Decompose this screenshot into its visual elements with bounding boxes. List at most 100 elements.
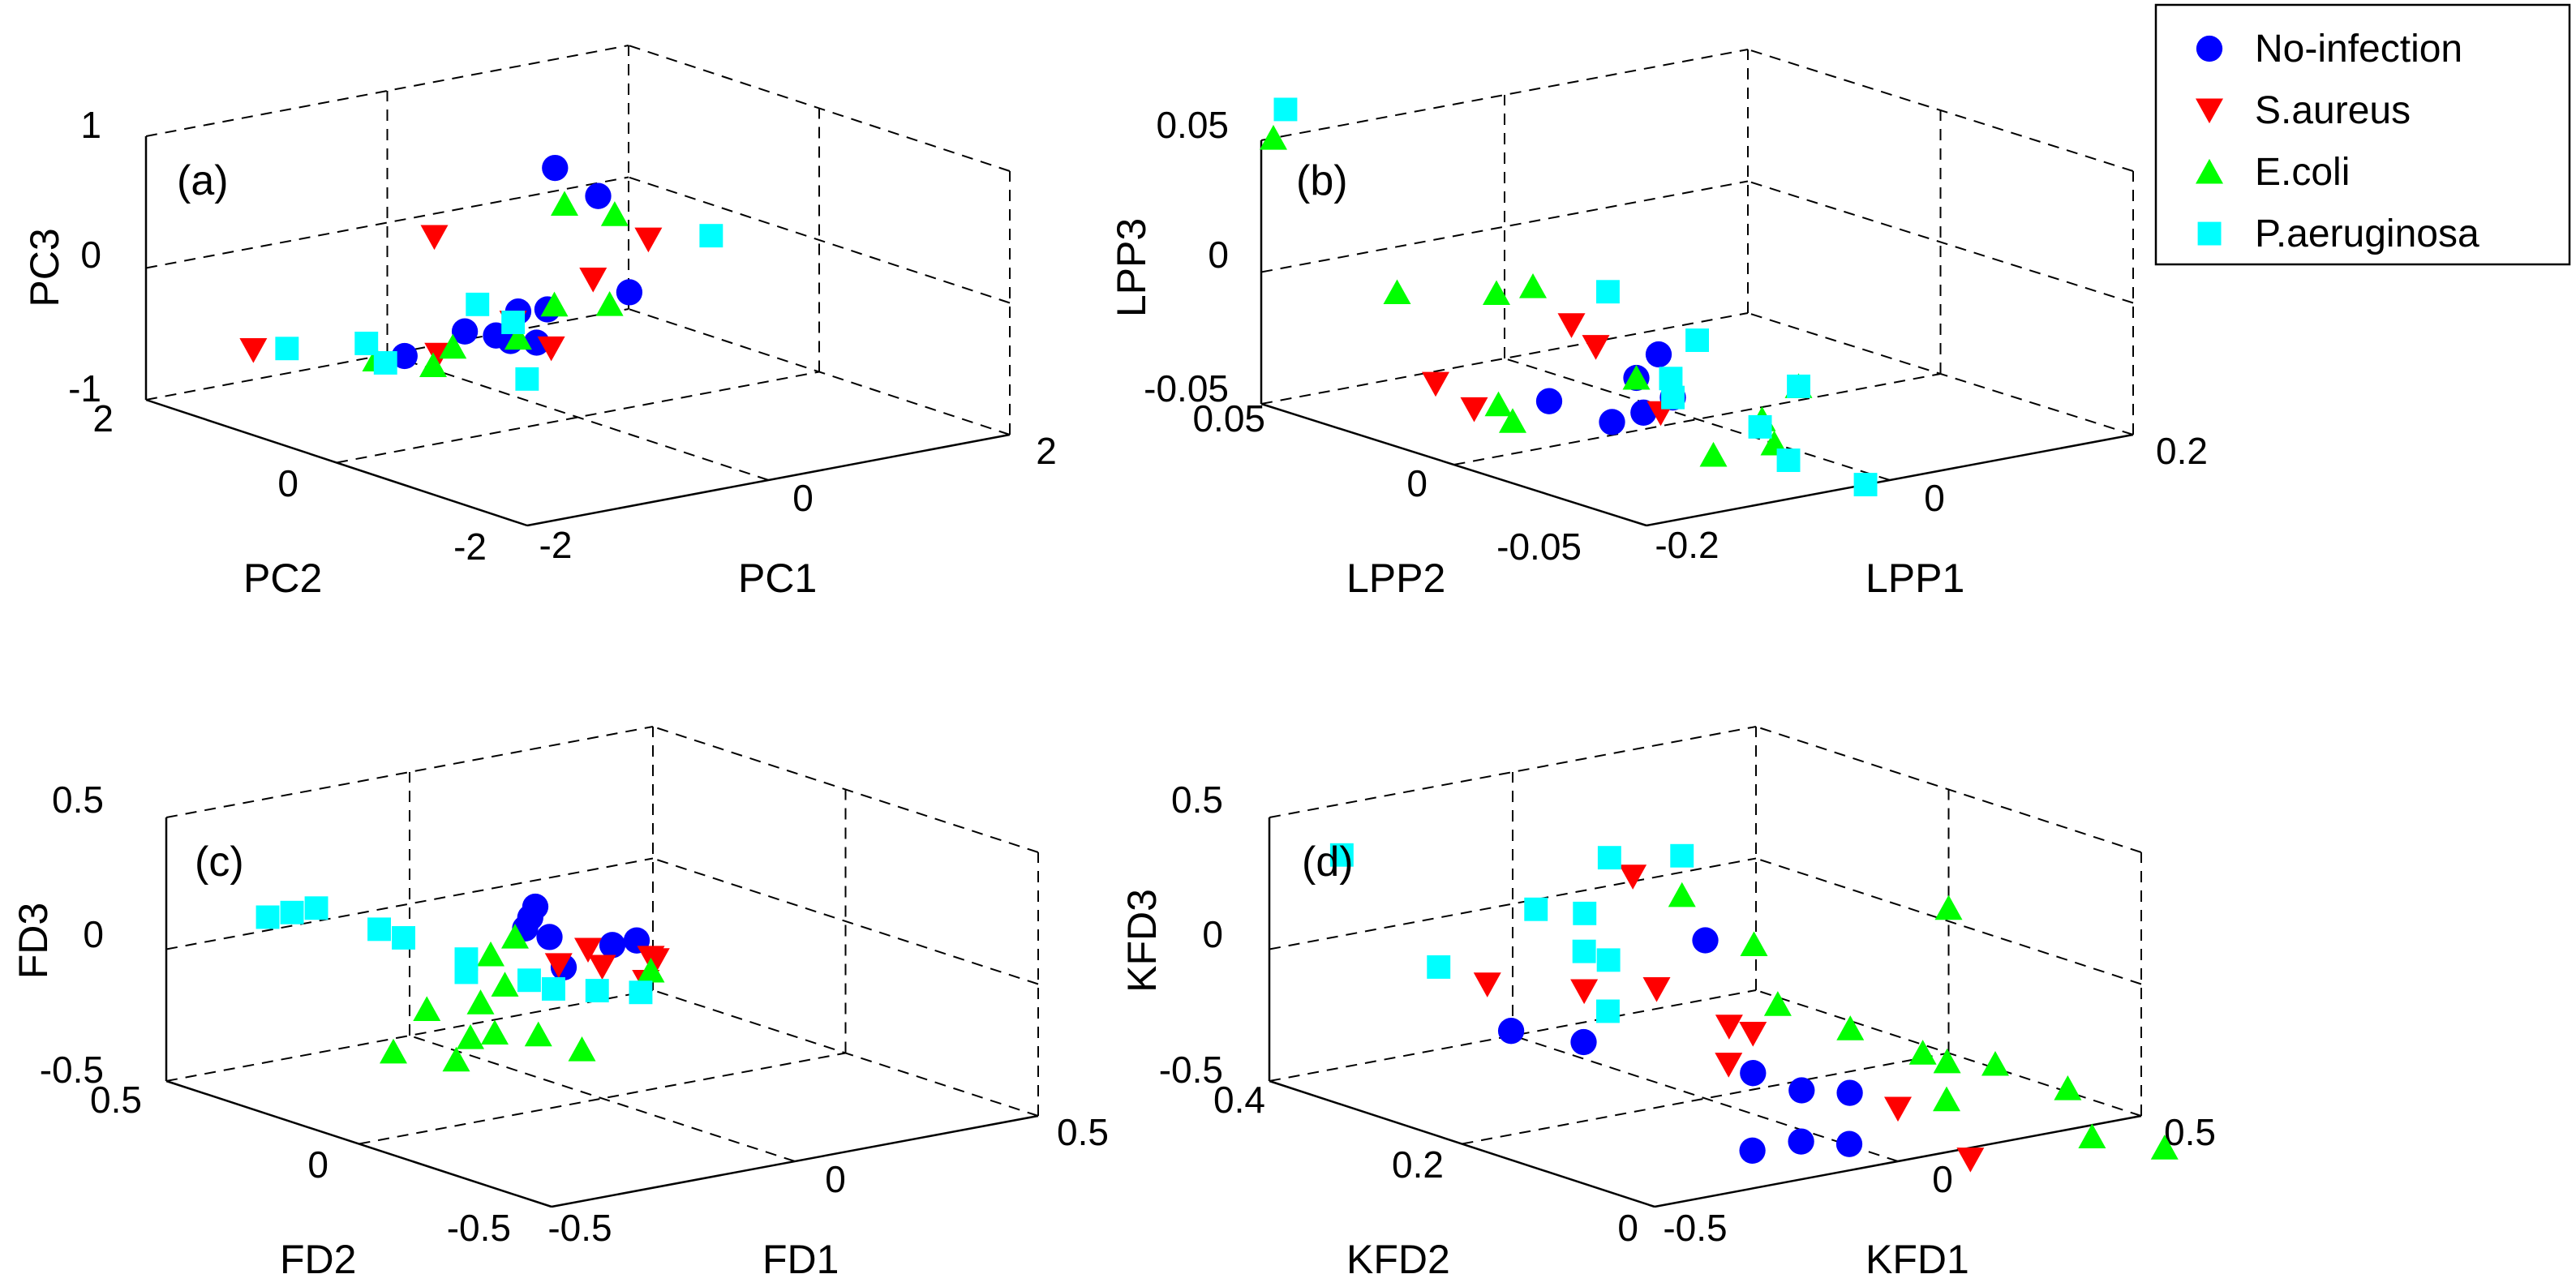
panel-d-point-e-coli — [1908, 1040, 1937, 1065]
panel-c-xtick: 0 — [825, 1158, 846, 1200]
panel-d-point-no-infection — [1497, 1018, 1525, 1045]
panel-a-ztick: 1 — [80, 104, 101, 146]
panel-d-point-p-aeruginosa — [1427, 955, 1451, 979]
panel-a-point-e-coli — [439, 333, 467, 359]
panel-c-point-e-coli — [413, 996, 441, 1021]
panel-d-point-e-coli — [2054, 1075, 2082, 1100]
panel-c-point-p-aeruginosa — [392, 926, 415, 950]
panel-a-xlabel: PC1 — [738, 556, 817, 601]
panel-a-point-no-infection — [451, 318, 479, 345]
legend-box — [2154, 3, 2571, 266]
panel-c-ytick: 0 — [307, 1143, 328, 1186]
panel-a-xtick: -2 — [539, 524, 573, 566]
panel-d-point-no-infection — [1836, 1079, 1863, 1106]
panel-d-point-s-aureus — [1739, 1022, 1767, 1047]
panel-b-point-no-infection — [1535, 388, 1563, 414]
panel-d-zlabel: KFD3 — [1119, 889, 1165, 993]
panel-a-point-s-aureus — [537, 336, 565, 362]
panel-c-point-p-aeruginosa — [542, 977, 565, 1001]
panel-b-point-p-aeruginosa — [1661, 385, 1685, 410]
panel-c-point-no-infection — [536, 924, 563, 950]
panel-c-point-e-coli — [524, 1021, 552, 1047]
panel-d-point-p-aeruginosa — [1596, 999, 1620, 1023]
panel-c-grid — [358, 1052, 846, 1145]
legend-marker-e-coli — [2196, 158, 2223, 184]
panel-d-point-no-infection — [1739, 1137, 1766, 1164]
panel-c-point-e-coli — [380, 1038, 407, 1064]
panel-c-xtick: -0.5 — [547, 1207, 612, 1249]
panel-c-edge — [165, 726, 654, 818]
panel-c-point-p-aeruginosa — [255, 905, 280, 929]
panel-d-ylabel: KFD2 — [1346, 1237, 1450, 1282]
panel-a-point-e-coli — [595, 290, 624, 316]
panel-c-point-s-aureus — [588, 955, 616, 980]
panel-a-xtick: 2 — [1036, 430, 1057, 472]
panel-b-point-e-coli — [1260, 125, 1287, 150]
panel-d-ztick: 0 — [1202, 913, 1223, 955]
panel-c-grid — [409, 1035, 796, 1162]
panel-b-point-s-aureus — [1460, 397, 1488, 423]
panel-a-point-p-aeruginosa — [699, 224, 723, 248]
panel-b-point-p-aeruginosa — [1853, 473, 1878, 496]
panel-d-point-p-aeruginosa — [1597, 846, 1621, 870]
panel-b-grid — [1260, 180, 1749, 273]
panel-d-grid — [1512, 1035, 1899, 1162]
panel-b-point-e-coli — [1622, 364, 1651, 390]
panel-d-edge — [1269, 989, 1757, 1082]
panel-a-point-p-aeruginosa — [501, 311, 526, 334]
panel-d: -0.500.500.20.4-0.500.5 (d) KFD1 KFD2 KF… — [1119, 726, 2216, 1282]
panel-a-point-p-aeruginosa — [275, 337, 299, 361]
panel-c-point-p-aeruginosa — [585, 979, 609, 1002]
panel-d-ytick: 0.2 — [1392, 1143, 1444, 1186]
panel-d-point-s-aureus — [1956, 1148, 1985, 1173]
panel-a-zlabel: PC3 — [22, 228, 67, 307]
panel-d-point-p-aeruginosa — [1329, 843, 1354, 867]
panel-d-ytick: 0.4 — [1213, 1079, 1265, 1121]
panel-b-point-no-infection — [1599, 409, 1625, 435]
panel-c-point-e-coli — [501, 924, 529, 949]
legend-marker-s-aureus — [2196, 98, 2223, 124]
panel-c-ytick: -0.5 — [447, 1207, 511, 1249]
panel-b-xlabel: LPP1 — [1865, 556, 1964, 601]
panel-d-point-p-aeruginosa — [1670, 843, 1694, 868]
panel-d-point-e-coli — [1933, 1086, 1960, 1112]
panel-b-point-s-aureus — [1582, 335, 1610, 360]
panel-a-grid — [145, 176, 629, 269]
panel-a-ytick: 0 — [277, 462, 298, 504]
panel-c-ztick: -0.5 — [40, 1049, 104, 1091]
panel-d-point-s-aureus — [1619, 864, 1647, 890]
panel-c-point-e-coli — [466, 989, 495, 1015]
panel-a-point-e-coli — [540, 291, 569, 317]
legend-marker-p-aeruginosa — [2197, 221, 2222, 246]
panel-a-point-no-infection — [585, 182, 612, 209]
panel-a-point-s-aureus — [239, 338, 268, 363]
panel-a-point-no-infection — [542, 154, 569, 182]
legend-label-e-coli: E.coli — [2255, 151, 2350, 194]
panel-d-point-e-coli — [1740, 931, 1768, 956]
panel-c-point-e-coli — [637, 957, 665, 983]
panel-b-point-e-coli — [1499, 408, 1526, 433]
panel-c-edge — [165, 989, 654, 1082]
panel-a-point-p-aeruginosa — [515, 367, 539, 391]
panel-a-grid — [387, 354, 769, 481]
panel-a-point-e-coli — [419, 352, 447, 378]
panel-d-point-e-coli — [1981, 1050, 2009, 1076]
panel-a-grid — [336, 371, 820, 464]
panel-b-point-p-aeruginosa — [1776, 448, 1801, 472]
panel-d-point-s-aureus — [1884, 1096, 1912, 1122]
panel-a-xtick: 0 — [792, 477, 814, 519]
panel-b-ztick: 0.05 — [1156, 104, 1229, 146]
panel-c-ztick: 0.5 — [52, 779, 104, 821]
panel-d-point-s-aureus — [1715, 1015, 1743, 1040]
panel-a-point-p-aeruginosa — [373, 351, 397, 375]
panel-d-point-p-aeruginosa — [1596, 948, 1621, 972]
panel-d-point-e-coli — [1933, 1048, 1961, 1074]
panel-d-xtick: 0 — [1932, 1158, 1953, 1200]
panel-c-xtick: 0.5 — [1057, 1111, 1109, 1153]
panel-a-point-p-aeruginosa — [466, 292, 490, 316]
panel-a-point-e-coli — [600, 201, 629, 226]
panel-b-point-e-coli — [1484, 391, 1513, 417]
panel-b-point-p-aeruginosa — [1685, 328, 1709, 352]
panel-c-point-no-infection — [599, 932, 626, 959]
